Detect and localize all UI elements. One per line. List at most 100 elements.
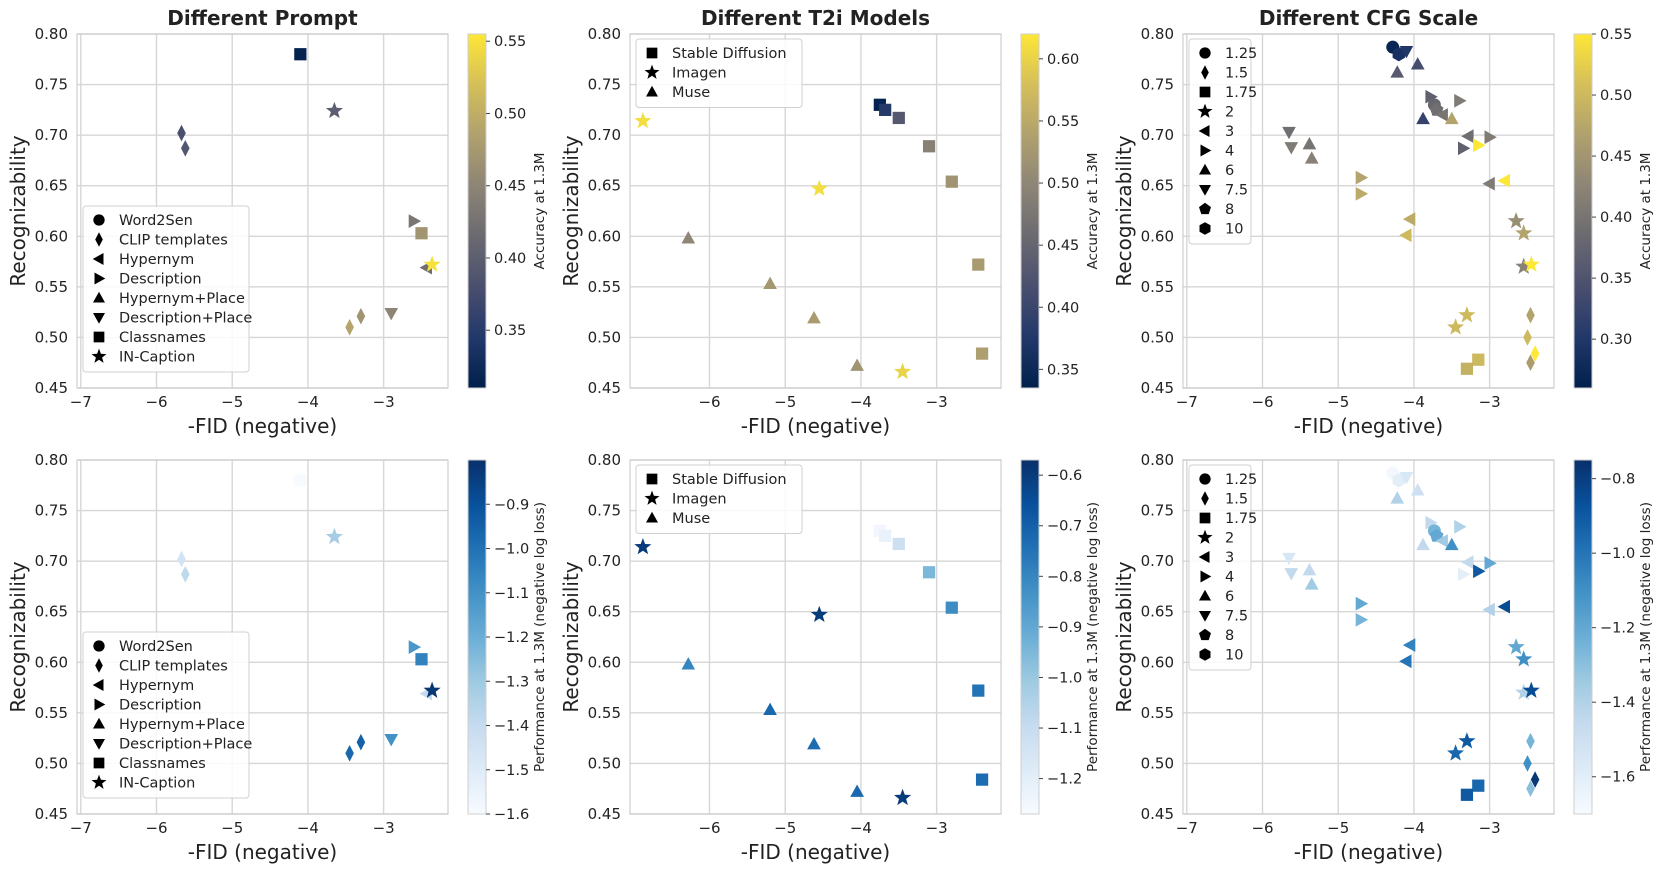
legend-label: Muse: [672, 85, 710, 101]
data-point-square: [1460, 788, 1474, 801]
x-tick-label: −5: [221, 819, 243, 837]
legend-label: Classnames: [119, 330, 206, 346]
data-point-diamond: [177, 124, 186, 142]
data-point-diamond: [181, 140, 190, 157]
data-point-diamond: [181, 566, 190, 583]
colorbar-tick-label: −1.1: [494, 586, 529, 602]
legend-marker: [92, 679, 104, 691]
data-point-tri-right: [1355, 613, 1369, 627]
plot-frame: [1182, 459, 1555, 815]
y-tick-label: 0.55: [588, 704, 621, 722]
data-point-tri-left: [1497, 599, 1510, 614]
colorbar-tick-label: −1.1: [1047, 721, 1082, 737]
legend-marker: [1199, 86, 1211, 98]
legend-label: 2: [1225, 105, 1234, 121]
legend-marker: [95, 658, 103, 673]
data-point-star: [423, 681, 441, 698]
colorbar-tick-label: −1.6: [1600, 770, 1635, 786]
legend-label: Description: [119, 698, 202, 714]
y-tick-label: 0.65: [588, 177, 621, 195]
y-axis-label: Recognizability: [1112, 561, 1136, 712]
data-point-tri-up: [681, 657, 696, 670]
legend-label: 8: [1225, 202, 1234, 218]
legend-marker: [1199, 47, 1211, 59]
data-point-tri-up: [1410, 57, 1425, 70]
x-tick-label: −4: [850, 393, 872, 411]
legend-marker: [93, 291, 105, 303]
x-tick-label: −3: [1479, 819, 1501, 837]
scatter-points: [1282, 40, 1540, 375]
data-point-tri-up: [1410, 483, 1425, 496]
legend-label: 1.25: [1225, 46, 1257, 62]
scatter-points: [1282, 466, 1540, 801]
colorbar-tick-label: 0.55: [1600, 27, 1632, 43]
legend-marker: [646, 85, 658, 97]
legend-box: [82, 631, 250, 799]
colorbar-tick-label: 0.40: [494, 251, 526, 267]
data-point-square: [972, 258, 985, 271]
data-point-star: [634, 112, 652, 129]
data-point-square: [972, 684, 985, 697]
legend-marker: [1199, 611, 1211, 622]
scatter-points: [634, 98, 989, 380]
data-point-tri-up: [1304, 577, 1319, 590]
data-point-tri-up: [1416, 537, 1430, 551]
colorbar-tick-label: 0.45: [1047, 238, 1079, 254]
y-tick-label: 0.60: [588, 653, 621, 671]
x-tick-label: −7: [1176, 819, 1198, 837]
data-point-square: [892, 537, 905, 551]
legend-label: 4: [1225, 570, 1234, 586]
x-axis-label: -FID (negative): [188, 840, 337, 864]
legend-label: 6: [1225, 589, 1234, 605]
legend-label: 10: [1225, 222, 1243, 238]
legend-marker: [1198, 125, 1210, 137]
x-tick-label: −3: [373, 393, 395, 411]
legend-marker: [93, 739, 105, 750]
data-point-tri-left: [1399, 654, 1412, 669]
legend-label: 1.75: [1225, 511, 1257, 527]
y-tick-label: 0.80: [588, 25, 621, 43]
y-tick-label: 0.50: [35, 328, 68, 346]
colorbar-tick-label: −0.8: [1047, 569, 1082, 585]
plot-frame: [629, 459, 1002, 815]
y-tick-label: 0.75: [588, 76, 621, 94]
data-point-diamond: [177, 550, 186, 568]
colorbar: 0.35 0.40 0.45 0.50 0.55 0.60 Accuracy at 1.3M: [1020, 33, 1101, 389]
colorbar-tick-label: 0.40: [1600, 210, 1632, 226]
legend-label: CLIP templates: [119, 659, 228, 675]
plot-frame: [76, 459, 449, 815]
data-point-star: [1458, 732, 1476, 749]
colorbar: 0.30 0.35 0.40 0.45 0.50 0.55 Accuracy at 1.3M: [1573, 27, 1654, 389]
colorbar-tick-label: 0.55: [494, 34, 526, 50]
colorbar-tick-label: −0.8: [1600, 472, 1635, 488]
y-tick-label: 0.45: [1141, 379, 1174, 397]
data-point-diamond: [1530, 345, 1540, 362]
y-tick-label: 0.55: [1141, 278, 1174, 296]
data-point-diamond: [1526, 354, 1535, 371]
data-point-tri-up: [1444, 537, 1459, 551]
x-tick-label: −3: [1479, 393, 1501, 411]
legend-marker: [1200, 570, 1212, 583]
data-point-square: [892, 111, 905, 125]
x-tick-label: −6: [1251, 819, 1273, 837]
legend-marker: [1197, 103, 1213, 118]
data-point-tri-right: [1458, 567, 1471, 582]
legend-label: Hypernym: [119, 252, 194, 268]
chart-panel-bottom-prompt: −7 −6 −5 −4 −3 0.45 0.50 0.55 0.60 0.65 0.70 0.75 0.…: [6, 451, 548, 864]
data-point-star: [634, 538, 652, 555]
data-point-tri-up: [1390, 65, 1405, 78]
legend-label: CLIP templates: [119, 233, 228, 249]
data-point-square: [975, 347, 989, 360]
data-point-tri-left: [1461, 129, 1474, 143]
legend: Word2Sen CLIP templates Hypernym Descriptio…: [82, 205, 252, 373]
data-point-tri-down: [1282, 126, 1296, 140]
data-point-diamond: [1526, 780, 1535, 797]
y-tick-label: 0.75: [35, 502, 68, 520]
data-point-tri-right: [408, 640, 422, 654]
legend-marker: [94, 698, 106, 711]
legend-marker: [93, 214, 105, 226]
plot-frame: [76, 33, 449, 389]
y-tick-label: 0.45: [35, 805, 68, 823]
y-tick-label: 0.75: [35, 76, 68, 94]
